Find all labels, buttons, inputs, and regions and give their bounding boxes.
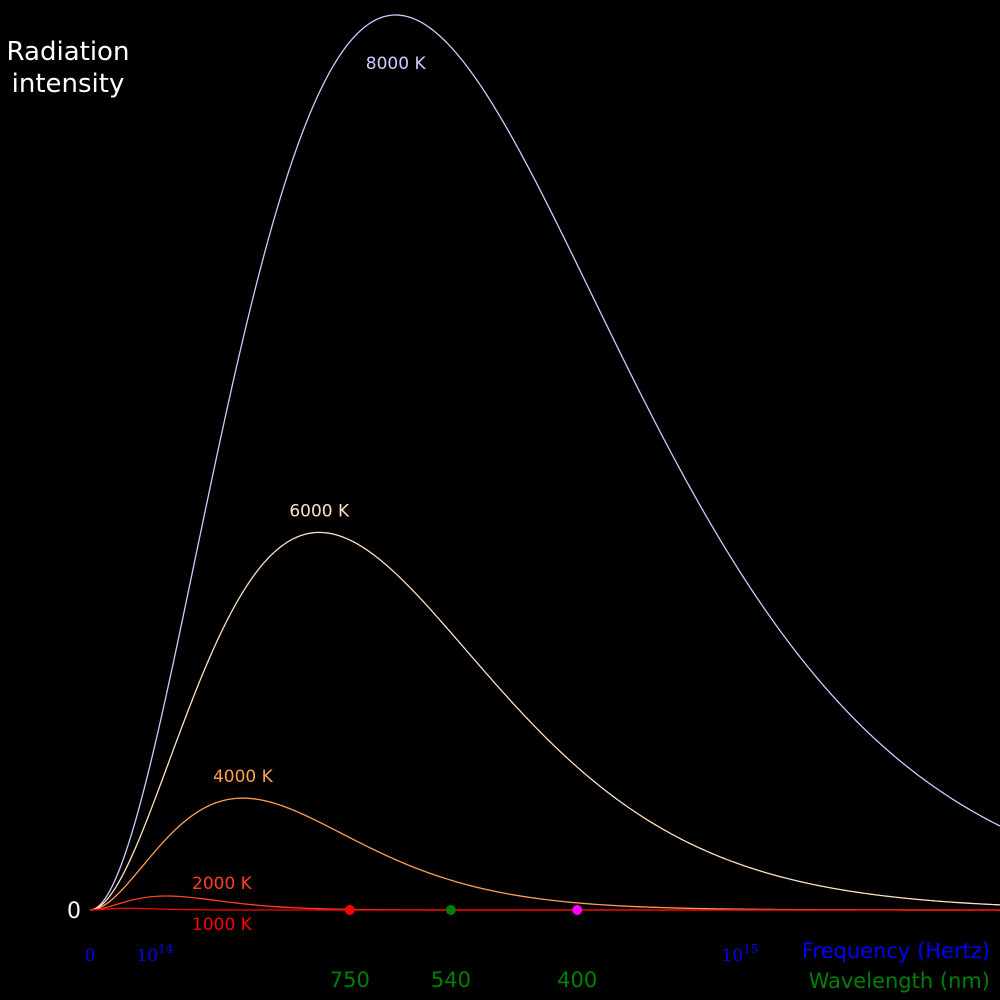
- y-axis-label-line-1: Radiation: [7, 37, 130, 67]
- y-axis-label-line-2: intensity: [12, 69, 125, 99]
- wavelength-marker-540: [445, 905, 456, 915]
- series-label-8000k: 8000 K: [366, 54, 427, 74]
- series-labels-layer: 8000 K 6000 K 4000 K 2000 K 1000 K: [192, 54, 426, 935]
- series-label-1000k: 1000 K: [192, 915, 253, 935]
- x-axis-label: Frequency (Hertz): [802, 939, 990, 963]
- wavelength-ticks-layer: 750 540 400: [330, 968, 597, 992]
- frequency-tick-1e15: 1015: [722, 942, 759, 966]
- frequency-ticks-layer: 0 1014 1015: [85, 942, 759, 966]
- wavelength-marker-750: [344, 905, 355, 915]
- wavelength-tick-540: 540: [431, 968, 471, 992]
- series-label-2000k: 2000 K: [192, 874, 253, 894]
- wavelength-marker-400: [572, 905, 583, 915]
- wavelength-tick-400: 400: [557, 968, 597, 992]
- wavelength-axis-label: Wavelength (nm): [809, 969, 990, 993]
- frequency-tick-0: 0: [85, 946, 96, 966]
- y-axis-zero-label: 0: [67, 899, 81, 924]
- curve-8000k: [89, 14, 1000, 911]
- series-label-4000k: 4000 K: [213, 767, 274, 787]
- wavelength-tick-750: 750: [330, 968, 370, 992]
- curves-layer: [89, 14, 1000, 911]
- curve-6000k: [89, 531, 1000, 911]
- curve-2000k: [89, 895, 1000, 911]
- frequency-tick-1e14: 1014: [137, 942, 174, 966]
- wavelength-markers-layer: [344, 905, 583, 915]
- curve-1000k: [89, 907, 1000, 911]
- series-label-6000k: 6000 K: [289, 501, 350, 521]
